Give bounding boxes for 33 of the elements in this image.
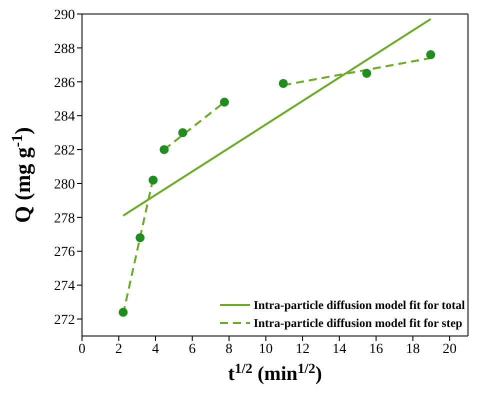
y-tick-label: 276: [54, 245, 75, 260]
point: [160, 145, 169, 154]
y-tick-label: 290: [54, 8, 75, 23]
y-tick-label: 274: [54, 279, 75, 294]
y-tick-label: 280: [54, 177, 75, 192]
y-tick-label: 284: [54, 110, 75, 125]
x-tick-label: 0: [78, 342, 86, 357]
x-tick-label: 10: [258, 342, 273, 357]
x-tick-label: 14: [332, 342, 346, 357]
point: [220, 98, 229, 107]
x-tick-label: 2: [115, 342, 122, 357]
y-tick-label: 286: [54, 76, 75, 91]
y-tick-label: 288: [54, 42, 75, 57]
legend-label: Intra-particle diffusion model fit for total: [254, 298, 465, 312]
point: [426, 50, 436, 60]
x-tick-label: 12: [296, 342, 310, 357]
point: [148, 176, 158, 185]
legend-label: Intra-particle diffusion model fit for step: [254, 316, 462, 330]
point: [118, 308, 128, 317]
x-axis-title: t$^{1/2}$ (min$^{1/2}$): [228, 362, 322, 385]
point: [278, 78, 288, 88]
point: [136, 233, 145, 242]
y-tick-label: 272: [54, 313, 75, 328]
point: [362, 68, 372, 78]
y-tick-label: 278: [54, 211, 75, 226]
y-tick-label: 282: [54, 144, 75, 159]
x-tick-label: 8: [226, 342, 233, 357]
x-tick-label: 6: [188, 342, 196, 357]
x-tick-label: 4: [152, 342, 160, 357]
x-tick-label: 16: [369, 342, 384, 357]
point: [178, 128, 188, 138]
x-tick-label: 18: [406, 342, 420, 357]
x-tick-label: 20: [442, 342, 457, 357]
